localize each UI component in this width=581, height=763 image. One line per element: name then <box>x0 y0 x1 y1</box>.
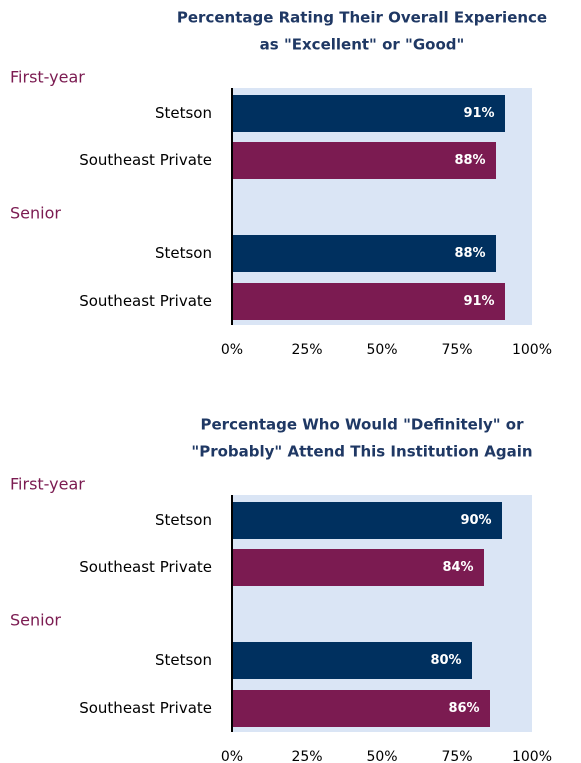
bar <box>232 142 496 179</box>
category-label: Southeast Private <box>79 292 212 310</box>
x-tick-label: 25% <box>291 342 322 358</box>
x-tick-label: 25% <box>291 749 322 763</box>
group-label: Senior <box>10 611 61 630</box>
bar <box>232 502 502 539</box>
category-label: Southeast Private <box>79 558 212 576</box>
x-tick-label: 100% <box>512 342 552 358</box>
chart-title: Percentage Who Would "Definitely" or <box>201 416 525 434</box>
category-label: Southeast Private <box>79 151 212 169</box>
value-label: 88% <box>454 246 485 261</box>
group-label: First-year <box>10 68 85 87</box>
value-label: 91% <box>463 106 494 121</box>
bar <box>232 95 505 132</box>
value-label: 80% <box>430 653 461 668</box>
bar <box>232 549 484 586</box>
value-label: 90% <box>460 513 491 528</box>
bar <box>232 283 505 320</box>
bar <box>232 690 490 727</box>
x-tick-label: 0% <box>221 749 243 763</box>
chart-title: Percentage Rating Their Overall Experien… <box>177 9 547 27</box>
x-tick-label: 100% <box>512 749 552 763</box>
x-tick-label: 75% <box>441 342 472 358</box>
category-label: Stetson <box>155 511 212 529</box>
value-label: 86% <box>448 701 479 716</box>
x-tick-label: 75% <box>441 749 472 763</box>
category-label: Stetson <box>155 651 212 669</box>
bar <box>232 642 472 679</box>
category-label: Southeast Private <box>79 699 212 717</box>
group-label: First-year <box>10 475 85 494</box>
value-label: 88% <box>454 153 485 168</box>
category-label: Stetson <box>155 104 212 122</box>
value-label: 84% <box>442 560 473 575</box>
x-tick-label: 0% <box>221 342 243 358</box>
x-tick-label: 50% <box>366 342 397 358</box>
group-label: Senior <box>10 204 61 223</box>
chart-title: as "Excellent" or "Good" <box>260 36 465 54</box>
chart-title: "Probably" Attend This Institution Again <box>191 443 532 461</box>
bar <box>232 235 496 272</box>
value-label: 91% <box>463 294 494 309</box>
x-tick-label: 50% <box>366 749 397 763</box>
category-label: Stetson <box>155 244 212 262</box>
